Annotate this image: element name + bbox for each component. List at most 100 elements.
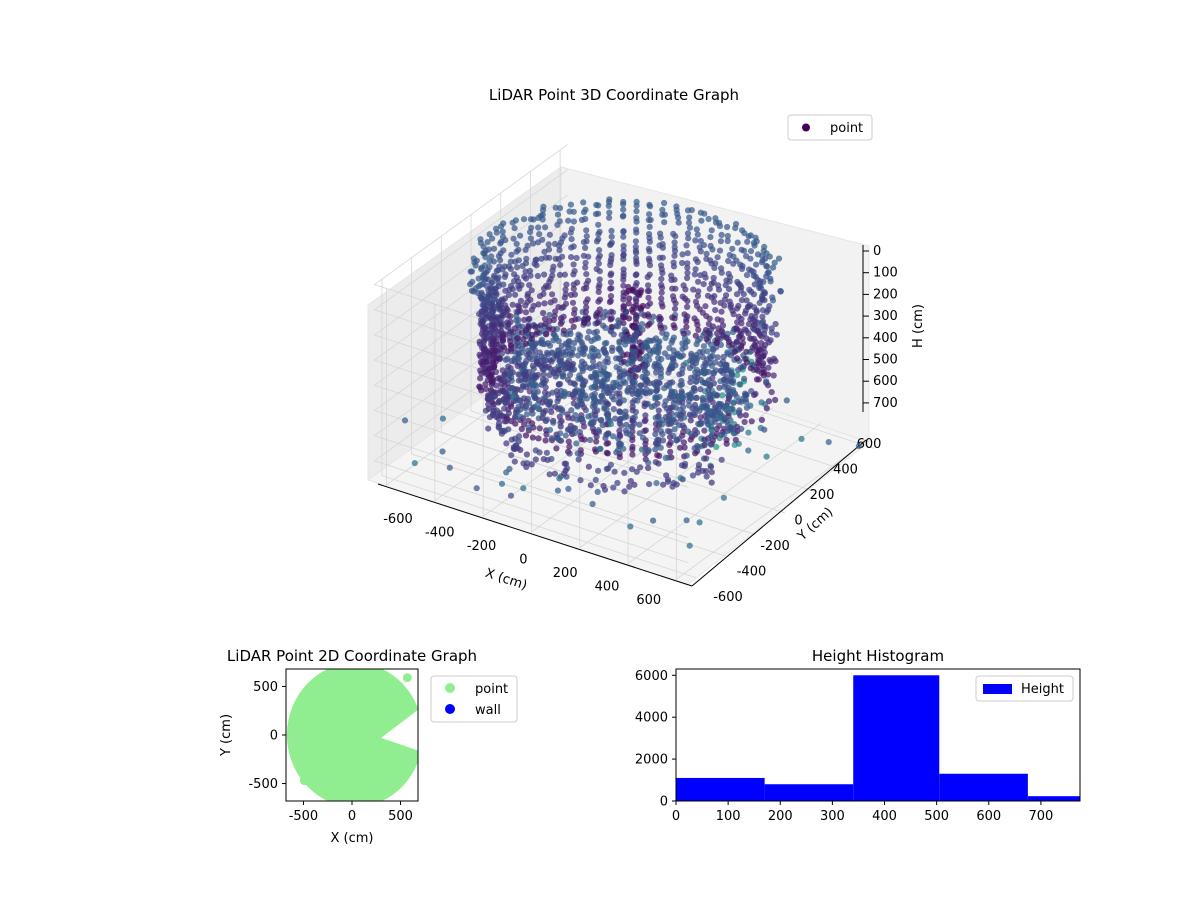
- point-3d: [593, 265, 600, 273]
- point-3d: [608, 233, 615, 240]
- point-3d: [530, 216, 537, 223]
- point-3d: [595, 231, 602, 238]
- point-3d: [570, 285, 577, 292]
- point-3d: [546, 311, 553, 319]
- point-3d: [653, 348, 661, 355]
- point-3d: [718, 231, 725, 238]
- point-3d: [703, 417, 710, 425]
- point-3d: [488, 370, 495, 377]
- point-3d: [675, 219, 682, 226]
- point-3d: [727, 417, 734, 424]
- point-3d: [528, 287, 535, 294]
- point-3d: [620, 276, 627, 283]
- point-3d: [562, 300, 570, 307]
- point-3d: [554, 487, 562, 494]
- point-3d: [688, 430, 695, 438]
- point-3d: [598, 416, 605, 424]
- point-3d: [698, 217, 705, 224]
- point-3d: [480, 345, 487, 352]
- point-2d: [350, 698, 360, 708]
- point-3d: [654, 437, 661, 444]
- point-3d: [715, 325, 722, 332]
- point-3d: [745, 447, 752, 454]
- point-3d: [595, 288, 602, 295]
- point-3d: [671, 305, 679, 312]
- point-3d: [516, 303, 523, 311]
- point-3d: [510, 235, 517, 242]
- point-3d: [568, 254, 575, 261]
- point-3d: [718, 308, 725, 315]
- point-3d: [657, 234, 664, 241]
- point-3d: [620, 397, 628, 404]
- point-3d: [526, 388, 533, 395]
- point-3d: [551, 370, 558, 377]
- point-3d: [488, 387, 495, 395]
- x-tick-label-3d: -400: [425, 526, 455, 541]
- point-3d: [468, 287, 475, 294]
- point-3d: [636, 430, 643, 437]
- point-3d: [493, 314, 500, 321]
- z-tick-label-3d: 0: [873, 244, 881, 259]
- point-3d: [545, 326, 552, 333]
- point-3d: [658, 295, 665, 302]
- point-3d: [707, 463, 715, 470]
- point-3d: [661, 211, 669, 218]
- point-3d: [558, 342, 565, 350]
- x-axis-label-3d: X (cm): [483, 566, 529, 594]
- point-3d: [628, 387, 635, 394]
- y-axis-line: [691, 439, 867, 587]
- point-3d: [697, 248, 704, 255]
- point-3d: [633, 330, 640, 337]
- point-3d: [604, 450, 611, 457]
- point-3d: [618, 349, 625, 356]
- point-3d: [532, 447, 539, 454]
- point-3d: [573, 440, 580, 447]
- point-3d: [610, 433, 617, 440]
- point-2d: [379, 766, 389, 776]
- point-3d: [763, 262, 770, 269]
- point-3d: [689, 472, 697, 479]
- point-3d: [593, 438, 600, 445]
- point-3d: [771, 259, 778, 266]
- point-3d: [671, 239, 678, 246]
- point-3d: [533, 256, 540, 263]
- point-3d: [567, 201, 575, 208]
- point-3d: [507, 342, 514, 349]
- point-3d: [582, 264, 589, 271]
- point-3d: [595, 428, 603, 435]
- point-3d: [734, 239, 741, 246]
- point-3d: [718, 432, 725, 439]
- point-3d: [702, 274, 709, 281]
- point-3d: [561, 232, 568, 239]
- point-3d: [571, 306, 578, 313]
- point-3d: [512, 397, 519, 404]
- x-tick-label-3d: 600: [636, 593, 661, 608]
- z-tick-label-3d: 100: [873, 266, 898, 281]
- point-3d: [439, 448, 446, 455]
- point-3d: [708, 362, 716, 369]
- point-3d: [584, 296, 591, 303]
- point-3d: [562, 432, 569, 439]
- point-3d: [608, 308, 615, 315]
- point-3d: [505, 410, 512, 417]
- point-3d: [693, 226, 700, 233]
- point-3d: [571, 268, 578, 275]
- point-3d: [608, 227, 615, 234]
- point-3d: [585, 463, 593, 470]
- point-3d: [532, 340, 540, 347]
- point-3d: [498, 323, 505, 330]
- point-3d: [742, 310, 749, 317]
- point-3d: [542, 384, 549, 391]
- chart-2d-title: LiDAR Point 2D Coordinate Graph: [227, 647, 477, 665]
- point-3d: [595, 221, 602, 228]
- point-3d: [530, 240, 537, 247]
- point-3d: [511, 291, 519, 298]
- point-3d: [527, 235, 535, 242]
- point-3d: [696, 306, 703, 313]
- point-3d: [500, 377, 507, 384]
- point-2d: [362, 723, 372, 733]
- y-tick-label-3d: 600: [857, 437, 882, 452]
- point-3d: [484, 239, 491, 246]
- x-tick-label-3d: 0: [519, 553, 527, 568]
- point-3d: [645, 447, 652, 454]
